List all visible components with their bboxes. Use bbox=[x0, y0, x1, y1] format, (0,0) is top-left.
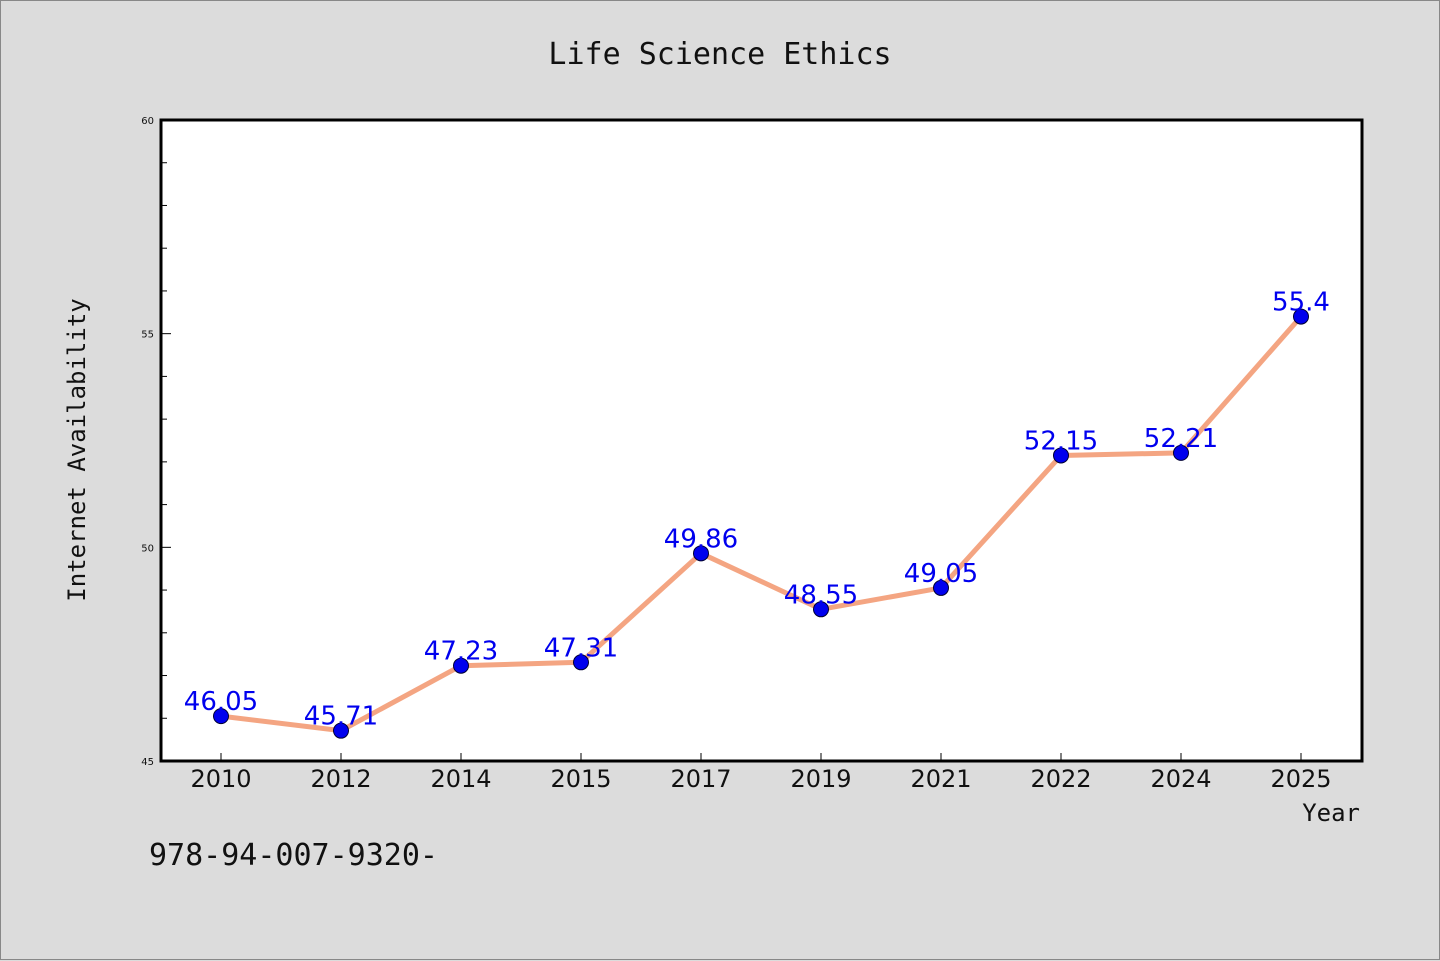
x-tick-label: 2015 bbox=[550, 765, 611, 793]
x-axis-title: Year bbox=[1302, 799, 1360, 827]
data-label: 52.21 bbox=[1144, 424, 1218, 454]
data-label: 46.05 bbox=[184, 687, 258, 717]
x-tick-label: 2021 bbox=[910, 765, 971, 793]
footer-isbn-text: 978-94-007-9320- bbox=[149, 838, 438, 873]
y-tick-label: 45 bbox=[141, 757, 154, 768]
x-tick-label: 2025 bbox=[1270, 765, 1331, 793]
y-axis: 45 50 55 60 bbox=[141, 116, 171, 768]
x-tick-label: 2022 bbox=[1030, 765, 1091, 793]
plot-area bbox=[159, 118, 1364, 763]
data-label: 48.55 bbox=[784, 580, 858, 610]
data-label: 55.4 bbox=[1272, 288, 1330, 318]
data-label: 47.31 bbox=[544, 633, 618, 663]
y-tick-label: 55 bbox=[141, 330, 154, 341]
x-tick-label: 2012 bbox=[310, 765, 371, 793]
x-axis: 2010 2012 2014 2015 2017 2019 2021 2022 2024 2025 bbox=[190, 753, 1332, 793]
data-labels: 46.05 45.71 47.23 47.31 49.86 48.55 49.05 52.15… bbox=[184, 288, 1330, 732]
series-line bbox=[220, 314, 1303, 734]
data-label: 45.71 bbox=[304, 702, 378, 732]
x-tick-label: 2019 bbox=[790, 765, 851, 793]
chart-title: Life Science Ethics bbox=[548, 37, 891, 72]
data-point bbox=[693, 545, 709, 562]
data-label: 52.15 bbox=[1024, 426, 1098, 456]
data-point bbox=[1173, 444, 1189, 461]
y-axis-title: Internet Availability bbox=[63, 298, 91, 601]
x-tick-label: 2014 bbox=[430, 765, 491, 793]
data-label: 47.23 bbox=[424, 637, 498, 667]
data-point bbox=[933, 579, 949, 596]
series-markers bbox=[213, 308, 1309, 739]
data-point bbox=[333, 722, 349, 739]
x-tick-label: 2024 bbox=[1150, 765, 1211, 793]
data-point bbox=[573, 654, 589, 671]
data-point bbox=[213, 708, 229, 725]
data-point bbox=[1293, 308, 1309, 325]
y-tick-label: 50 bbox=[141, 543, 154, 554]
data-point bbox=[813, 601, 829, 618]
data-point bbox=[453, 657, 469, 674]
x-tick-label: 2017 bbox=[670, 765, 731, 793]
data-label: 49.86 bbox=[664, 524, 738, 554]
x-tick-label: 2010 bbox=[190, 765, 251, 793]
y-tick-label: 60 bbox=[141, 116, 154, 127]
series-polyline bbox=[220, 314, 1303, 734]
data-label: 49.05 bbox=[904, 559, 978, 589]
data-point bbox=[1053, 447, 1069, 464]
